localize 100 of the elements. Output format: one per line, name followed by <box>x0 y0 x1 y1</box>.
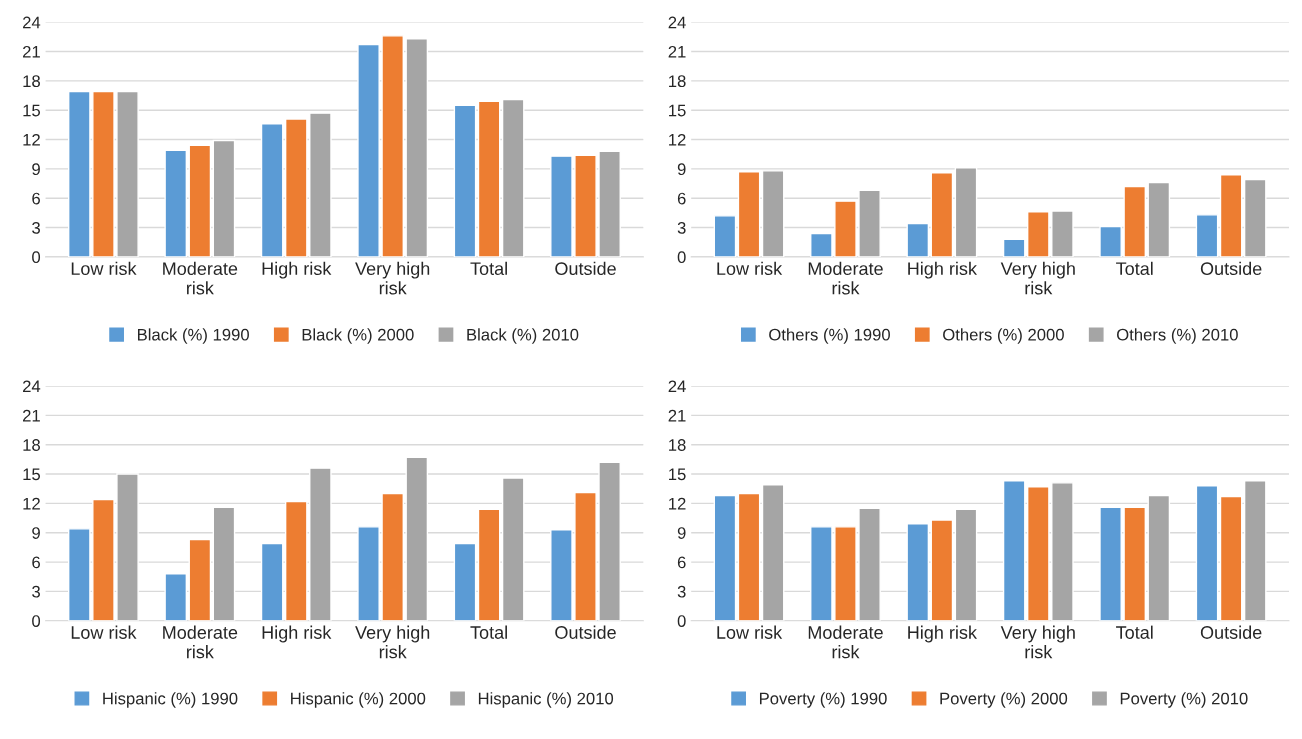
y-tick-label: 6 <box>32 192 40 205</box>
bar <box>260 123 284 257</box>
y-tick-label: 18 <box>23 439 40 451</box>
y-tick-label: 21 <box>668 45 686 58</box>
bar <box>1147 494 1171 621</box>
legend-label: Poverty (%) 2010 <box>1120 692 1248 708</box>
y-tick-label: 15 <box>669 104 686 117</box>
y-tick-label: 9 <box>677 527 686 539</box>
x-tick-label: Total <box>470 625 507 639</box>
bar <box>212 139 236 257</box>
bar <box>188 144 212 257</box>
bar <box>188 538 212 621</box>
y-tick-label: 21 <box>668 409 686 422</box>
x-tick-label: Low risk <box>71 261 137 276</box>
x-tick-label: Moderate risk <box>163 261 238 295</box>
x-tick-label: High risk <box>262 625 332 643</box>
x-tick-label: Very high risk <box>1000 261 1075 295</box>
y-tick-label: 3 <box>32 221 40 234</box>
y-tick-label: 12 <box>23 133 40 146</box>
x-tick-label: Moderate risk <box>163 625 238 659</box>
x-tick-label: Total <box>1116 625 1153 639</box>
bar <box>1195 485 1219 621</box>
bar <box>713 494 737 621</box>
x-tick-label: Outside <box>555 625 616 639</box>
legend-label: Poverty (%) 1990 <box>759 692 887 708</box>
x-tick-label: Total <box>1116 261 1153 276</box>
bar <box>1243 480 1267 621</box>
bar <box>212 506 236 621</box>
bar <box>453 542 477 621</box>
y-tick-label: 24 <box>23 380 41 393</box>
y-tick-label: 3 <box>677 221 686 234</box>
legend-label: Others (%) 2010 <box>1117 328 1238 344</box>
x-tick-label: Low risk <box>717 261 783 276</box>
y-tick-label: 3 <box>32 585 40 598</box>
y-tick-label: 15 <box>23 104 41 117</box>
legend-label: Black (%) 2000 <box>302 328 414 344</box>
y-tick-label: 9 <box>32 163 40 176</box>
y-tick-label: 9 <box>677 163 686 176</box>
y-tick-label: 6 <box>32 556 40 569</box>
bar <box>761 484 785 621</box>
bar <box>930 519 954 621</box>
x-tick-label: High risk <box>908 625 978 643</box>
y-tick-label: 0 <box>32 615 41 627</box>
bar <box>906 222 930 257</box>
legend-label: Black (%) 2010 <box>467 328 579 344</box>
bar <box>1219 174 1243 257</box>
y-tick-label: 12 <box>669 133 686 146</box>
y-tick-label: 21 <box>23 45 40 58</box>
bar <box>713 215 737 257</box>
x-tick-label: Very high risk <box>355 625 430 659</box>
y-tick-label: 24 <box>23 16 41 29</box>
bar <box>954 167 978 257</box>
legend-label: Hispanic (%) 2000 <box>291 692 426 708</box>
legend-label: Black (%) 1990 <box>137 328 249 344</box>
bar <box>761 170 785 257</box>
bar <box>453 104 477 257</box>
legend-label: Hispanic (%) 2010 <box>478 692 614 708</box>
y-tick-label: 3 <box>677 585 686 598</box>
legend-label: Poverty (%) 2000 <box>940 692 1068 708</box>
y-tick-label: 0 <box>32 251 41 264</box>
legend-label: Hispanic (%) 1990 <box>103 692 238 708</box>
bar <box>930 172 954 257</box>
y-tick-label: 18 <box>669 439 686 451</box>
x-tick-label: Outside <box>1200 261 1262 276</box>
bar <box>1219 495 1243 621</box>
x-tick-label: Outside <box>555 261 616 276</box>
legend-label: Others (%) 1990 <box>769 328 890 344</box>
bar <box>164 149 188 257</box>
bar <box>737 171 761 257</box>
y-tick-label: 18 <box>669 75 686 88</box>
x-tick-label: Outside <box>1200 625 1262 639</box>
bar <box>1195 214 1219 257</box>
x-tick-label: Moderate risk <box>808 261 883 295</box>
y-tick-label: 24 <box>668 380 686 393</box>
x-tick-label: High risk <box>262 261 332 279</box>
bar <box>260 542 284 621</box>
bar <box>906 523 930 621</box>
y-tick-label: 15 <box>23 468 41 481</box>
bar <box>164 573 188 621</box>
bar <box>1147 181 1171 257</box>
x-tick-label: High risk <box>908 261 978 279</box>
bar <box>501 98 525 257</box>
y-tick-label: 24 <box>668 16 686 29</box>
bar <box>477 100 501 257</box>
y-tick-label: 18 <box>23 75 40 88</box>
bar <box>1243 178 1267 257</box>
y-tick-label: 12 <box>669 497 686 510</box>
legend-label: Others (%) 2000 <box>943 328 1064 344</box>
bar <box>737 492 761 621</box>
x-tick-label: Total <box>470 261 507 276</box>
y-tick-label: 12 <box>23 497 40 510</box>
x-tick-label: Moderate risk <box>808 625 883 659</box>
y-tick-label: 0 <box>677 615 686 627</box>
y-tick-label: 21 <box>23 409 40 422</box>
y-tick-label: 15 <box>669 468 686 481</box>
y-tick-label: 0 <box>677 251 686 264</box>
y-tick-label: 6 <box>677 556 686 569</box>
bar <box>954 508 978 621</box>
bar <box>1002 480 1026 621</box>
y-tick-label: 9 <box>32 527 40 539</box>
